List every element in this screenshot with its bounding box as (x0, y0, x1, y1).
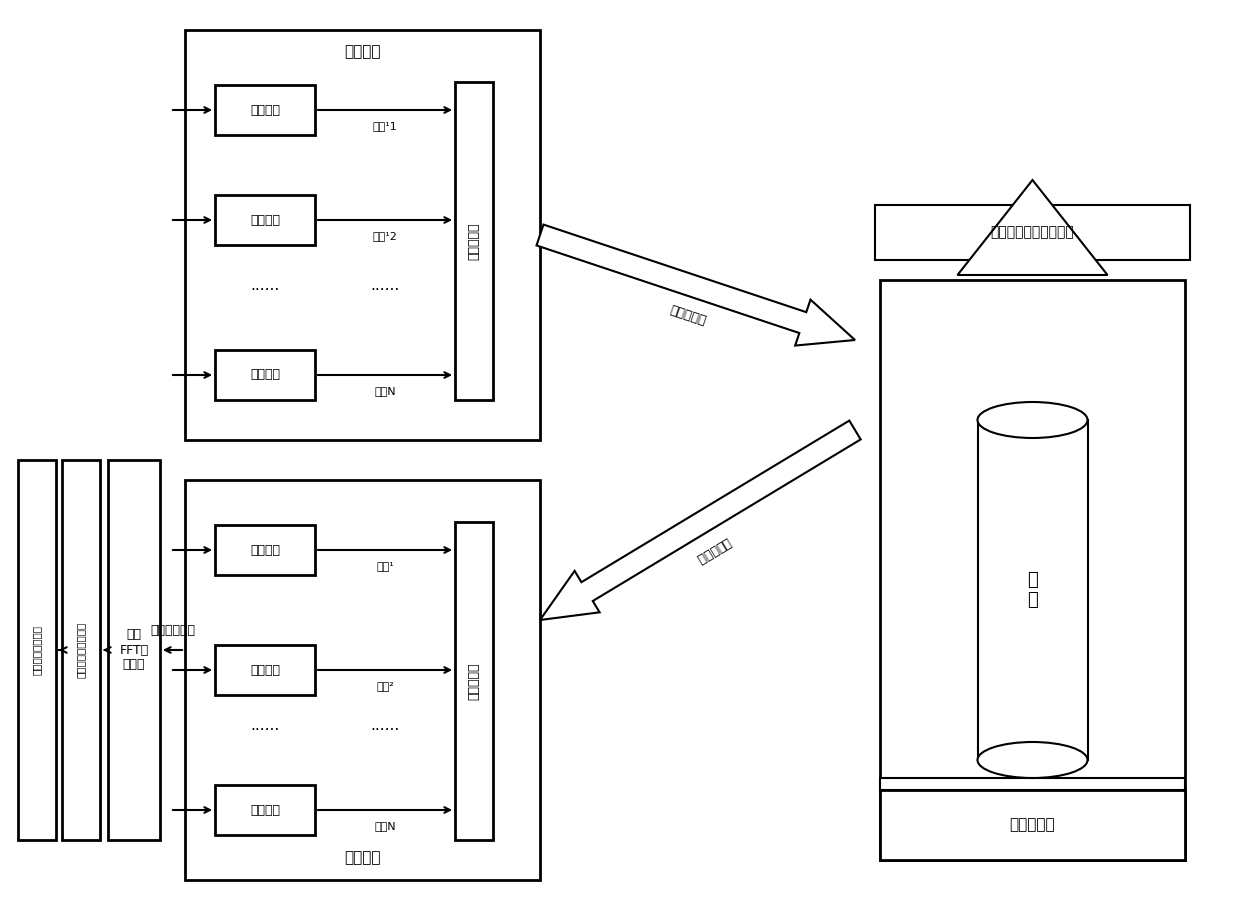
Bar (215, 645, 315, 695)
Polygon shape (537, 225, 856, 346)
Bar (215, 525, 315, 575)
Bar (875, 205, 1190, 260)
Text: 接收模块: 接收模块 (250, 543, 280, 557)
Bar (19, 460, 56, 840)
Bar (215, 85, 315, 135)
Text: 发射模块: 发射模块 (250, 103, 280, 116)
Bar (62, 460, 100, 840)
Text: 发射模块: 发射模块 (250, 368, 280, 382)
Text: 通道N: 通道N (374, 386, 396, 396)
Text: 校正参数生成处理: 校正参数生成处理 (32, 625, 42, 675)
Text: 接收模块: 接收模块 (250, 804, 280, 816)
Bar (977, 420, 1087, 760)
Bar (880, 778, 1185, 790)
Text: 通道²: 通道² (376, 681, 394, 691)
Text: 接收模块: 接收模块 (250, 664, 280, 677)
Text: 发射电磁波: 发射电磁波 (668, 304, 708, 328)
Text: 通道¹: 通道¹ (376, 561, 394, 571)
Bar (215, 195, 315, 245)
Ellipse shape (977, 742, 1087, 778)
Text: 通道N: 通道N (374, 821, 396, 831)
Text: 发射系统: 发射系统 (345, 44, 381, 60)
Text: 接收天线阵: 接收天线阵 (467, 662, 481, 699)
Polygon shape (539, 421, 861, 620)
Text: 回波模拟信号: 回波模拟信号 (150, 623, 195, 637)
Text: 发射天线阵: 发射天线阵 (467, 222, 481, 259)
Text: ......: ...... (250, 278, 280, 292)
Bar (215, 350, 315, 400)
Text: 接收电磁波: 接收电磁波 (693, 535, 733, 566)
Text: 通道¹1: 通道¹1 (373, 121, 397, 131)
Bar (185, 30, 539, 440)
Text: 二维
FFT平
面数据: 二维 FFT平 面数据 (119, 629, 149, 671)
Text: 柱
标: 柱 标 (1027, 571, 1038, 610)
Bar (185, 480, 539, 880)
Ellipse shape (977, 402, 1087, 438)
Bar (455, 82, 494, 400)
Bar (108, 460, 160, 840)
Bar (455, 522, 494, 840)
Text: 通道¹2: 通道¹2 (372, 231, 398, 241)
Text: ......: ...... (250, 717, 280, 733)
Bar (215, 785, 315, 835)
Polygon shape (957, 180, 1107, 275)
Text: ......: ...... (371, 278, 399, 292)
Text: 接收系统: 接收系统 (345, 851, 381, 865)
Text: 发射模块: 发射模块 (250, 213, 280, 227)
Text: ......: ...... (371, 717, 399, 733)
Bar (880, 280, 1185, 860)
Text: 转台控制器: 转台控制器 (1009, 817, 1055, 833)
Text: 角反射器或目标模拟器: 角反射器或目标模拟器 (991, 226, 1074, 239)
Bar (880, 790, 1185, 860)
Text: 各道相位差计算处理: 各道相位差计算处理 (76, 622, 86, 678)
